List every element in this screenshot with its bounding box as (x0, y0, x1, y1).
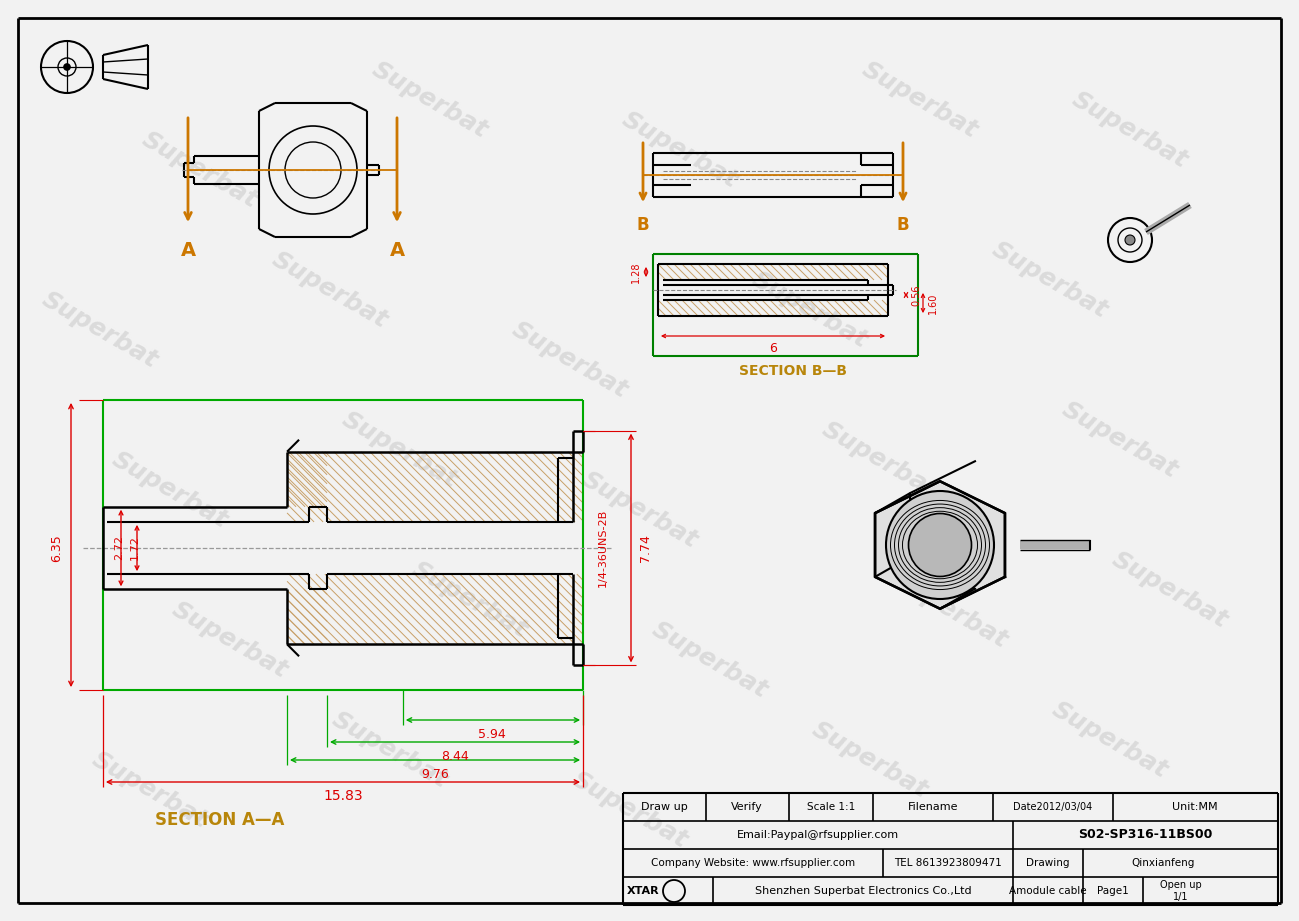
Text: A: A (181, 240, 196, 260)
Text: Superbat: Superbat (748, 267, 872, 353)
Circle shape (1125, 235, 1135, 245)
Text: Superbat: Superbat (1057, 397, 1182, 483)
Text: Superbat: Superbat (568, 767, 692, 853)
Text: 2.72: 2.72 (114, 535, 123, 561)
Text: Superbat: Superbat (578, 467, 703, 553)
Text: Superbat: Superbat (1068, 87, 1192, 173)
Text: A: A (390, 240, 404, 260)
Text: Superbat: Superbat (508, 317, 633, 402)
Circle shape (886, 491, 994, 599)
Text: Superbat: Superbat (987, 238, 1112, 323)
Text: 0.56: 0.56 (911, 285, 921, 306)
Text: Shenzhen Superbat Electronics Co.,Ltd: Shenzhen Superbat Electronics Co.,Ltd (755, 886, 972, 896)
Text: Draw up: Draw up (640, 802, 687, 812)
Text: Superbat: Superbat (1108, 547, 1233, 633)
Polygon shape (876, 482, 1005, 609)
Text: Superbat: Superbat (38, 287, 162, 373)
Text: 6.35: 6.35 (51, 534, 64, 562)
Circle shape (908, 514, 972, 577)
Text: 7.74: 7.74 (639, 534, 652, 562)
Text: Superbat: Superbat (808, 717, 933, 803)
Text: Company Website: www.rfsupplier.com: Company Website: www.rfsupplier.com (651, 858, 855, 868)
Text: 1/4-36UNS-2B: 1/4-36UNS-2B (598, 509, 608, 587)
Text: Open up
1/1: Open up 1/1 (1160, 880, 1202, 902)
Text: 1.60: 1.60 (927, 292, 938, 314)
Text: Superbat: Superbat (168, 597, 292, 682)
Text: Superbat: Superbat (368, 57, 492, 143)
Text: Drawing: Drawing (1026, 858, 1070, 868)
Circle shape (64, 64, 70, 70)
Text: Superbat: Superbat (857, 57, 982, 143)
Text: S02-SP316-11BS00: S02-SP316-11BS00 (1078, 829, 1212, 842)
Text: 8.44: 8.44 (442, 750, 469, 763)
Text: 1.72: 1.72 (130, 536, 140, 561)
Text: Superbat: Superbat (327, 707, 452, 793)
Text: XTAR: XTAR (626, 886, 660, 896)
Text: Verify: Verify (731, 802, 763, 812)
Text: Superbat: Superbat (338, 407, 462, 493)
Text: Superbat: Superbat (648, 617, 772, 703)
Text: Scale 1:1: Scale 1:1 (807, 802, 855, 812)
Text: Superbat: Superbat (108, 448, 233, 533)
Text: Qinxianfeng: Qinxianfeng (1131, 858, 1195, 868)
Text: 15.83: 15.83 (323, 789, 362, 803)
Text: SECTION A—A: SECTION A—A (156, 811, 284, 829)
Text: 9.76: 9.76 (421, 767, 449, 780)
Text: 1.28: 1.28 (631, 262, 640, 283)
Text: 5.94: 5.94 (478, 728, 505, 740)
Text: Amodule cable: Amodule cable (1009, 886, 1087, 896)
Text: Superbat: Superbat (138, 127, 262, 213)
Text: B: B (637, 216, 650, 234)
Text: Page1: Page1 (1098, 886, 1129, 896)
Text: Superbat: Superbat (887, 567, 1012, 653)
Text: Superbat: Superbat (818, 417, 942, 503)
Text: Superbat: Superbat (88, 747, 212, 833)
Text: SECTION B—B: SECTION B—B (739, 364, 847, 378)
Text: Email:Paypal@rfsupplier.com: Email:Paypal@rfsupplier.com (737, 830, 899, 840)
Text: Unit:MM: Unit:MM (1172, 802, 1217, 812)
Text: Superbat: Superbat (408, 557, 533, 643)
Text: B: B (896, 216, 909, 234)
Text: Superbat: Superbat (268, 247, 392, 332)
Text: TEL 8613923809471: TEL 8613923809471 (894, 858, 1002, 868)
Text: Filename: Filename (908, 802, 959, 812)
Text: Superbat: Superbat (618, 107, 742, 192)
Text: 6: 6 (769, 342, 777, 355)
Text: Superbat: Superbat (1048, 697, 1172, 783)
Text: Date2012/03/04: Date2012/03/04 (1013, 802, 1092, 812)
